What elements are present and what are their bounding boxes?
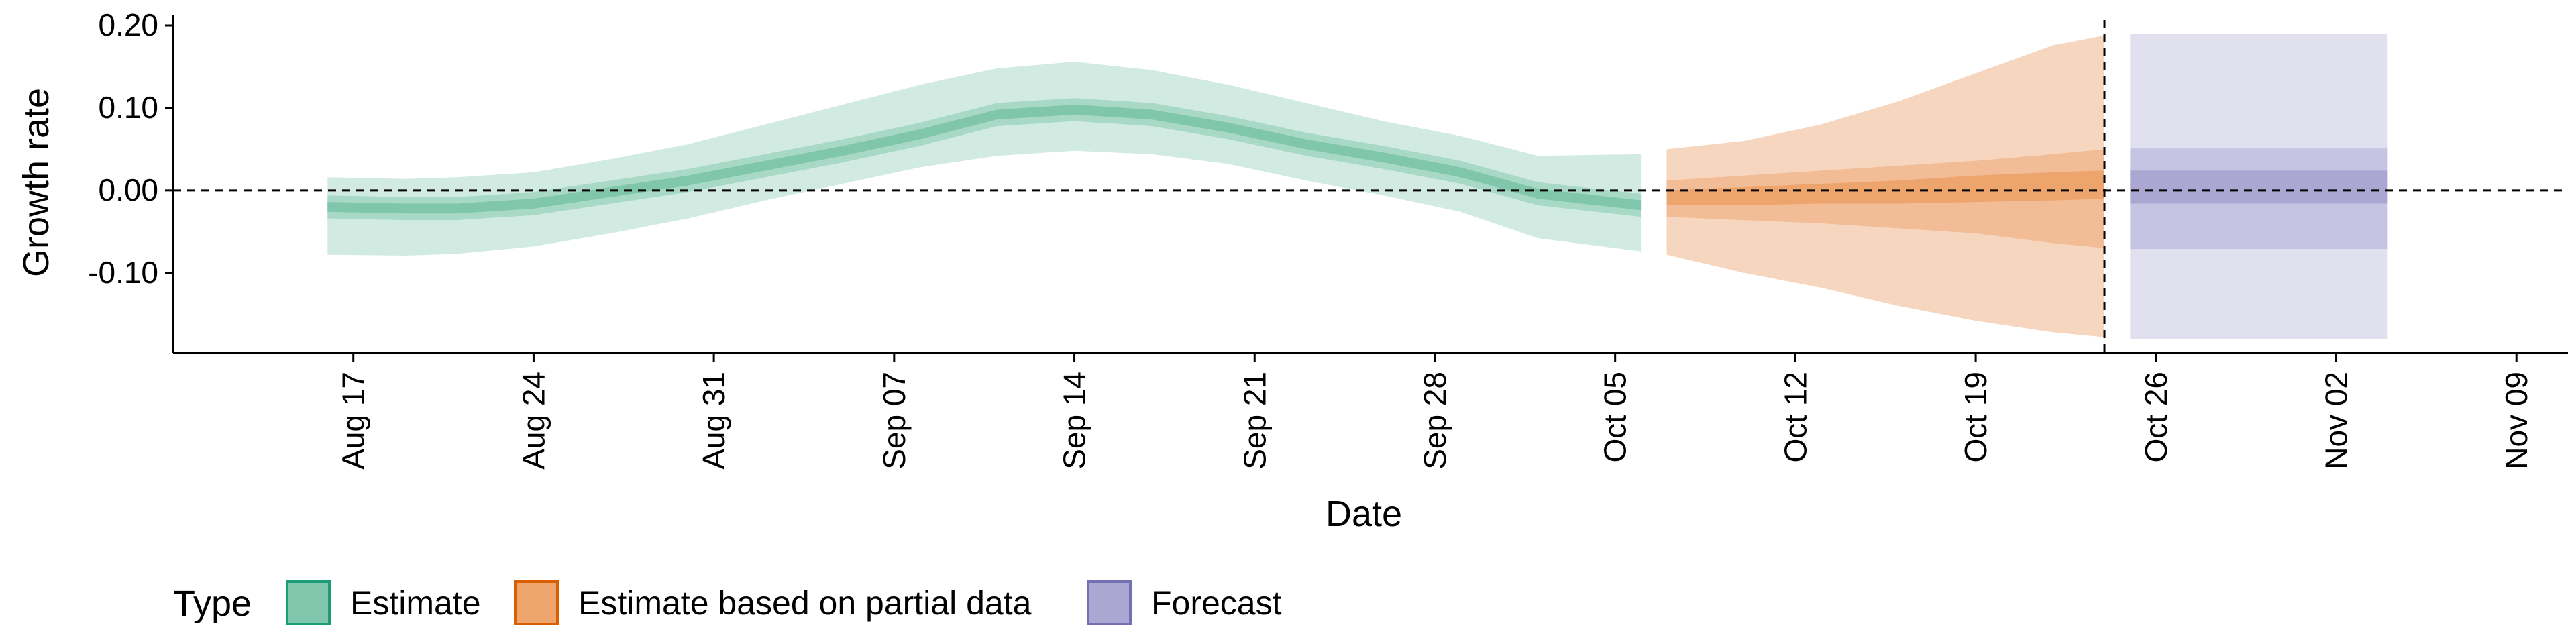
x-tick-label: Oct 05 [1598, 372, 1633, 463]
x-tick-label: Nov 09 [2499, 372, 2534, 470]
x-tick-label: Aug 17 [336, 372, 371, 470]
uncertainty-bands [327, 34, 2388, 339]
axes: 0.20 0.10 0.00 -0.10 Aug 17 Aug 24 Aug 31 Sep 0… [16, 7, 2568, 534]
x-tick-label: Sep 28 [1417, 372, 1452, 470]
x-axis-title: Date [1326, 494, 1402, 534]
x-tick-label: Aug 31 [696, 372, 731, 470]
x-tick-label: Oct 26 [2139, 372, 2174, 463]
legend-key-estimate [286, 580, 331, 625]
reference-lines [173, 20, 2568, 353]
x-tick-label: Sep 14 [1057, 372, 1092, 470]
x-tick-label: Nov 02 [2319, 372, 2354, 470]
y-tick-label: -0.10 [88, 255, 158, 290]
x-tick-label: Oct 12 [1778, 372, 1813, 463]
x-tick-label: Sep 21 [1237, 372, 1272, 470]
legend-key-estimate-based-on-partial-data [514, 580, 559, 625]
estimate-band-20 [327, 105, 1642, 214]
y-tick-label: 0.10 [98, 90, 158, 125]
x-tick-label: Aug 24 [516, 372, 551, 470]
legend-key-forecast [1087, 580, 1132, 625]
y-axis-title: Growth rate [16, 88, 56, 277]
legend-label-estimate-based-on-partial-data: Estimate based on partial data [578, 584, 1032, 622]
legend-label-forecast: Forecast [1151, 584, 1282, 622]
x-tick-label: Oct 19 [1958, 372, 1993, 463]
estimate-band-90 [327, 62, 1642, 256]
legend-title: Type [173, 584, 252, 624]
legend: Type Estimate Estimate based on partial da… [173, 580, 1282, 625]
estimate-based-on-partial-data-band-20 [1666, 170, 2104, 205]
y-tick-label: 0.20 [98, 7, 158, 42]
legend-label-estimate: Estimate [350, 584, 481, 622]
x-tick-label: Sep 07 [877, 372, 912, 470]
forecast-band-20 [2130, 170, 2388, 204]
y-tick-label: 0.00 [98, 172, 158, 207]
